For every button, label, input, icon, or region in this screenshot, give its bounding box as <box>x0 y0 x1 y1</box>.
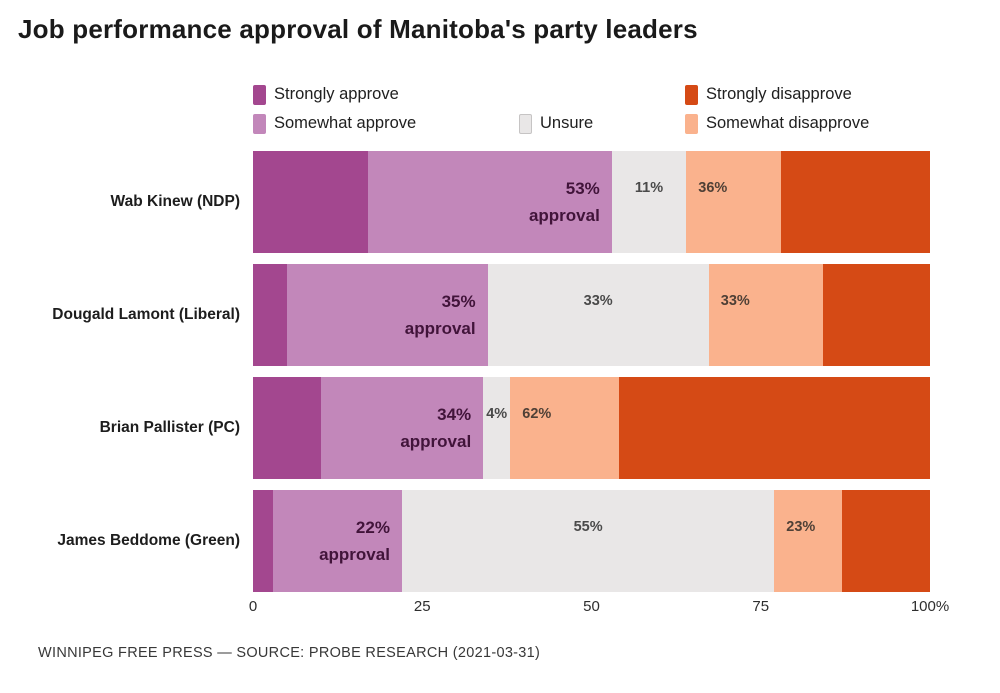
strongly-disapprove-swatch-icon <box>685 84 698 105</box>
legend-label: Strongly disapprove <box>706 85 852 103</box>
somewhat-disapprove-swatch-icon <box>685 113 698 134</box>
bar-segment-somewhat-disapprove <box>686 151 782 253</box>
disapprove-value-label: 33% <box>720 293 750 309</box>
bar-segment-unsure <box>401 490 775 592</box>
legend-item-strongly-approve: Strongly approve <box>253 80 519 109</box>
stacked-bar: 53% approval 11% 36% <box>253 151 930 253</box>
somewhat-approve-swatch-icon <box>253 113 266 134</box>
disapprove-value-label: 62% <box>522 406 552 422</box>
category-label: Wab Kinew (NDP) <box>110 193 240 211</box>
stacked-bar: 22% approval 55% 23% <box>253 490 930 592</box>
bar-segment-somewhat-approve <box>320 377 484 479</box>
x-axis-tick: 100% <box>910 598 950 615</box>
x-axis-tick: 50 <box>583 598 600 615</box>
bar-segment-strongly-disapprove <box>822 264 930 366</box>
legend-label: Unsure <box>540 114 594 132</box>
chart-title: Job performance approval of Manitoba's p… <box>18 14 698 44</box>
legend: Strongly approve Strongly disapprove Som… <box>253 80 953 138</box>
bar-segment-strongly-approve <box>253 490 274 592</box>
bar-segment-unsure <box>483 377 511 479</box>
bar-segment-strongly-approve <box>253 264 287 366</box>
unsure-value-label: 33% <box>583 293 613 309</box>
bar-segment-somewhat-disapprove <box>510 377 619 479</box>
category-label: Dougald Lamont (Liberal) <box>52 306 240 324</box>
legend-label: Strongly approve <box>274 85 399 103</box>
strongly-approve-swatch-icon <box>253 84 266 105</box>
bar-segment-strongly-disapprove <box>618 377 930 479</box>
bar-segment-unsure <box>487 264 709 366</box>
category-label: Brian Pallister (PC) <box>99 419 240 437</box>
x-axis-tick: 75 <box>752 598 770 615</box>
bar-segment-strongly-disapprove <box>781 151 930 253</box>
bar-segment-unsure <box>611 151 687 253</box>
legend-label: Somewhat disapprove <box>706 114 870 132</box>
bar-segment-somewhat-disapprove <box>774 490 842 592</box>
stacked-bar: 35% approval 33% 33% <box>253 264 930 366</box>
x-axis-tick: 25 <box>413 598 431 615</box>
legend-item-somewhat-disapprove: Somewhat disapprove <box>685 109 953 138</box>
x-axis-tick: 0 <box>248 598 258 615</box>
unsure-value-label: 11% <box>634 180 664 196</box>
bar-segment-strongly-approve <box>253 151 369 253</box>
bar-segment-somewhat-approve <box>273 490 402 592</box>
bar-segment-somewhat-approve <box>368 151 612 253</box>
chart-row: Dougald Lamont (Liberal) 35% approval 33% 33… <box>0 264 1000 366</box>
stacked-bar-chart: Wab Kinew (NDP) 53% approval 11% 36% Dougald … <box>0 151 1000 603</box>
chart-row: Brian Pallister (PC) 34% approval 4% 62% <box>0 377 1000 479</box>
disapprove-value-label: 36% <box>698 180 728 196</box>
approval-label: 34% approval <box>400 405 472 451</box>
legend-item-somewhat-approve: Somewhat approve <box>253 109 519 138</box>
unsure-value-label: 55% <box>573 519 603 535</box>
category-label: James Beddome (Green) <box>57 532 240 550</box>
source-attribution: WINNIPEG FREE PRESS — SOURCE: PROBE RESE… <box>38 645 541 661</box>
legend-item-unsure: Unsure <box>519 109 685 138</box>
bar-segment-somewhat-approve <box>286 264 488 366</box>
x-axis: 0 25 50 75 100% <box>249 598 949 618</box>
legend-label: Somewhat approve <box>274 114 417 132</box>
stacked-bar: 34% approval 4% 62% <box>253 377 930 479</box>
approval-label: 35% approval <box>404 292 476 338</box>
disapprove-value-label: 23% <box>786 519 816 535</box>
approval-label: 22% approval <box>319 518 390 564</box>
bar-segment-strongly-disapprove <box>841 490 930 592</box>
legend-item-strongly-disapprove: Strongly disapprove <box>685 80 953 109</box>
chart-row: James Beddome (Green) 22% approval 55% 23% <box>0 490 1000 592</box>
unsure-swatch-icon <box>519 113 532 134</box>
unsure-value-label: 4% <box>486 406 508 422</box>
bar-segment-strongly-approve <box>253 377 321 479</box>
approval-label: 53% approval <box>528 179 600 225</box>
chart-row: Wab Kinew (NDP) 53% approval 11% 36% <box>0 151 1000 253</box>
bar-segment-somewhat-disapprove <box>708 264 823 366</box>
